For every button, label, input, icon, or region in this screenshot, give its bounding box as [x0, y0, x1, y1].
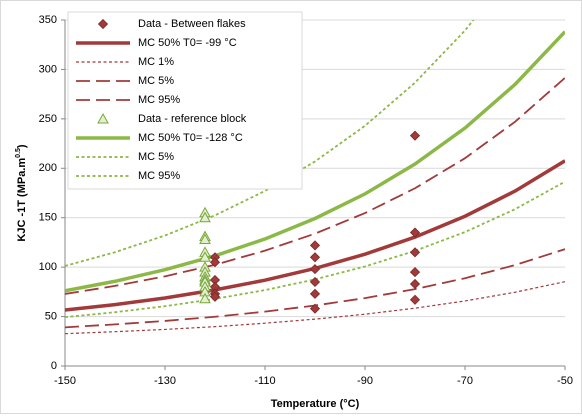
legend-label: Data - reference block — [138, 113, 247, 125]
y-tick-label: 150 — [39, 212, 57, 224]
legend-label: Data - Between flakes — [138, 18, 246, 30]
y-axis-title-text: KJC -1T (MPa.m — [16, 158, 28, 242]
y-tick-label: 200 — [39, 162, 57, 174]
x-tick-label: -70 — [457, 375, 473, 387]
y-tick-label: 250 — [39, 113, 57, 125]
y-tick-label: 300 — [39, 63, 57, 75]
y-tick-label: 100 — [39, 261, 57, 273]
x-tick-label: -110 — [254, 375, 275, 387]
x-tick-label: -150 — [54, 375, 76, 387]
y-axis-title-sup: 0.5 — [15, 148, 22, 158]
x-tick-label: -90 — [357, 375, 373, 387]
data-point — [309, 303, 321, 314]
legend-label: MC 50% T0= -99 °C — [138, 37, 237, 49]
data-point — [309, 240, 321, 251]
legend-swatch — [97, 112, 109, 124]
y-axis-title: KJC -1T (MPa.m0.5) — [15, 144, 28, 241]
data-point — [409, 294, 421, 305]
data-point — [199, 233, 211, 244]
data-point — [209, 291, 221, 302]
data-point — [409, 130, 421, 141]
curve — [65, 20, 475, 267]
legend-swatch — [97, 18, 109, 30]
y-tick-label: 50 — [45, 310, 57, 322]
x-tick-label: -50 — [557, 375, 573, 387]
legend-label: MC 1% — [138, 56, 174, 68]
data-point — [409, 227, 421, 238]
legend-label: MC 5% — [138, 151, 174, 163]
legend-label: MC 95% — [138, 170, 180, 182]
data-point — [199, 292, 211, 304]
legend-label: MC 50% T0= -128 °C — [138, 132, 243, 144]
data-point — [209, 257, 221, 268]
legend-label: MC 95% — [138, 94, 180, 106]
data-point — [309, 288, 321, 299]
data-point — [409, 247, 421, 258]
data-point — [309, 276, 321, 288]
x-tick-label: -130 — [154, 375, 176, 387]
x-axis-title: Temperature (°C) — [271, 398, 360, 410]
data-point — [309, 252, 321, 263]
legend-label: MC 5% — [138, 75, 174, 87]
curve — [65, 281, 565, 335]
data-point — [409, 267, 421, 278]
data-point — [309, 264, 321, 275]
curve — [65, 30, 565, 293]
data-point — [199, 211, 211, 223]
y-axis-title-end: ) — [16, 144, 28, 148]
curve — [65, 77, 565, 295]
data-point — [409, 278, 421, 290]
y-tick-label: 350 — [39, 14, 57, 26]
y-tick-label: 0 — [51, 360, 57, 372]
